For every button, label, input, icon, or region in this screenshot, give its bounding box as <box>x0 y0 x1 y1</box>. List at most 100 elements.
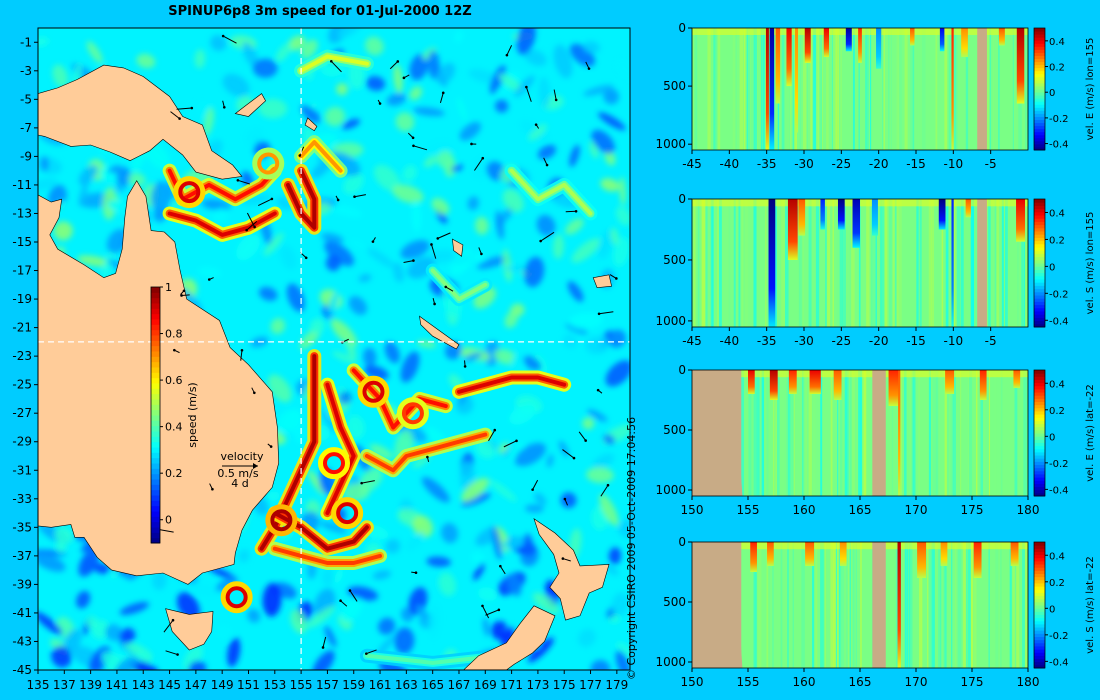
velocity-legend-arrowhead <box>253 463 258 469</box>
section-colorbar-segment <box>1034 231 1045 235</box>
section-colorbar-segment <box>1034 401 1045 406</box>
colorbar-segment <box>151 489 160 496</box>
velocity-arrowhead <box>574 210 578 213</box>
section-column <box>795 28 799 133</box>
section-striation <box>909 542 913 668</box>
section-column <box>769 370 778 400</box>
section-colorbar-segment <box>1034 414 1045 418</box>
section-striation <box>1010 28 1013 150</box>
velocity-arrowhead <box>339 599 342 603</box>
section-column <box>839 542 847 566</box>
section-column <box>961 28 968 58</box>
jet-core <box>509 168 593 216</box>
section-column <box>917 542 927 578</box>
velocity-arrowhead <box>304 256 308 260</box>
x-tick-label: 137 <box>53 678 76 692</box>
eddy-ring <box>257 152 280 175</box>
x-tick-label: 157 <box>316 678 339 692</box>
section-striation <box>852 370 855 496</box>
velocity-arrowhead <box>572 456 576 460</box>
section-x-tick-label: 150 <box>681 503 704 517</box>
eddy-ring <box>178 181 201 204</box>
section-striation <box>944 370 948 496</box>
section-striation <box>928 370 932 496</box>
section-frame <box>691 198 1029 328</box>
y-tick-label: -39 <box>12 577 32 591</box>
x-tick-label: 139 <box>79 678 102 692</box>
jet-core <box>299 140 343 173</box>
y-tick-label: -1 <box>20 35 32 49</box>
colorbar-segment <box>151 457 160 464</box>
section-striation <box>858 370 862 496</box>
section-striation <box>874 199 877 327</box>
section-striation <box>1013 28 1016 150</box>
colorbar-segment <box>151 303 160 309</box>
section-x-tick-label: -35 <box>757 157 777 171</box>
x-tick-label: 141 <box>105 678 128 692</box>
section-striation <box>935 28 938 150</box>
y-tick-label: -45 <box>12 663 32 677</box>
section-striation <box>957 542 962 668</box>
landmass-new-britain <box>234 93 266 117</box>
velocity-arrowhead <box>597 312 601 316</box>
section-striation <box>765 199 767 327</box>
y-tick-label: -41 <box>12 606 32 620</box>
section-striation <box>752 370 755 496</box>
velocity-arrowhead <box>470 142 473 146</box>
velocity-arrow <box>354 194 366 198</box>
y-tick-label: -7 <box>20 121 32 135</box>
section-colorbar-tick-label: 0.4 <box>1049 551 1065 562</box>
colorbar-segment <box>151 367 160 373</box>
velocity-arrow <box>361 480 375 484</box>
section-striation <box>975 199 979 327</box>
section-striation <box>952 370 956 496</box>
section-colorbar-segment <box>1034 470 1045 475</box>
velocity-arrowhead <box>515 439 518 443</box>
velocity-arrow <box>181 294 190 296</box>
velocity-arrow <box>389 61 399 70</box>
x-tick-label: 167 <box>448 678 471 692</box>
section-striation <box>992 28 995 150</box>
velocity-arrowhead <box>336 198 340 202</box>
y-tick-label: -19 <box>12 292 32 306</box>
section-striation <box>847 542 849 668</box>
section-colorbar-segment <box>1034 379 1045 384</box>
section-striation <box>1024 542 1028 668</box>
section-colorbar-segment <box>1034 55 1045 59</box>
section-x-tick-label: -15 <box>906 334 926 348</box>
section-column <box>858 28 862 63</box>
colorbar-segment <box>151 521 160 528</box>
section-colorbar-segment <box>1034 311 1045 315</box>
section-striation <box>830 542 835 668</box>
section-striation <box>945 199 949 327</box>
velocity-arrowhead <box>365 652 368 655</box>
velocity-arrow <box>322 636 327 648</box>
section-colorbar-segment <box>1034 614 1045 619</box>
section-striation <box>890 28 892 150</box>
colorbar-segment <box>151 356 160 363</box>
x-tick-label: 177 <box>579 678 602 692</box>
velocity-arrow <box>366 649 377 655</box>
section-striation <box>895 199 899 327</box>
section-column <box>852 199 860 248</box>
velocity-arrow <box>578 431 587 441</box>
section-colorbar-segment <box>1034 442 1045 447</box>
section-striation <box>866 370 869 496</box>
section-colorbar-segment <box>1034 542 1045 546</box>
section-striation <box>944 28 948 150</box>
velocity-legend-label: velocity <box>221 450 264 463</box>
section-striation <box>1014 370 1018 496</box>
velocity-arrowhead <box>171 618 175 622</box>
section-column <box>973 542 982 578</box>
colorbar-segment <box>151 388 160 395</box>
velocity-arrow <box>240 350 243 361</box>
colorbar-segment <box>151 351 160 357</box>
section-striation <box>849 370 852 496</box>
section-striation <box>756 199 759 327</box>
section-column <box>939 28 945 52</box>
landmass-new-caledonia <box>419 315 460 350</box>
section-column <box>820 199 825 230</box>
colorbar-segment <box>151 463 160 469</box>
velocity-arrowhead <box>211 487 214 491</box>
